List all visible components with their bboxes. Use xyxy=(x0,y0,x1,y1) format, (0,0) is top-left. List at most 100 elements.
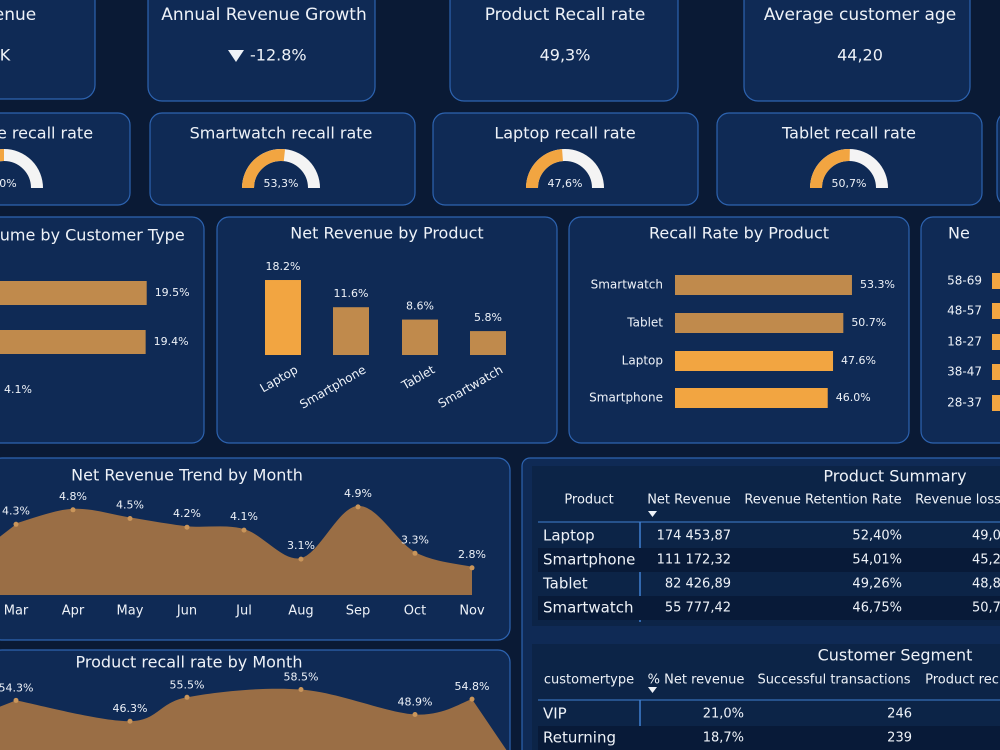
chart-card xyxy=(216,216,558,444)
kpi-value: -12.8% xyxy=(250,46,307,65)
x-tick-label: Aug xyxy=(288,604,313,619)
value-label: 54.8% xyxy=(455,680,490,693)
table-cell: 21,0% xyxy=(703,707,744,722)
gauge-title: Tablet recall rate xyxy=(781,124,916,143)
value-label: 19.5% xyxy=(155,286,190,299)
table-cell: 174 453,87 xyxy=(657,529,731,544)
table-cell: 82 426,89 xyxy=(665,577,731,592)
column-header: % Net revenue xyxy=(648,673,745,688)
chart-title: Recall Rate by Product xyxy=(649,224,829,243)
bar-cropped xyxy=(992,303,1000,319)
down-arrow xyxy=(228,50,244,62)
chart-title: Net Revenue by Product xyxy=(290,224,483,243)
chart-title: Ne xyxy=(948,224,970,243)
gauge-title: e recall rate xyxy=(0,124,93,143)
table-cell: 46,75% xyxy=(852,601,902,616)
column-header: Net Revenue xyxy=(647,493,731,508)
point xyxy=(13,697,19,703)
column-header: customertype xyxy=(544,673,634,688)
column-header: Product xyxy=(564,493,613,508)
x-tick-label: Sep xyxy=(346,604,371,619)
value-label: 55.5% xyxy=(170,678,205,691)
kpi-value: 49,3% xyxy=(540,46,591,65)
x-tick-label: Oct xyxy=(404,604,426,619)
kpi-title: Average customer age xyxy=(764,5,956,25)
x-tick-label: Mar xyxy=(4,604,29,619)
point xyxy=(412,550,418,556)
table-cell: 18,7% xyxy=(703,731,744,746)
category-label: 18-27 xyxy=(947,335,982,349)
value-label: 53.3% xyxy=(860,278,895,291)
gauge-card xyxy=(996,115,1000,203)
point xyxy=(127,516,133,521)
kpi-value: K xyxy=(0,46,11,65)
column-header: Revenue loss xyxy=(915,493,1000,508)
table-cell: 52,40% xyxy=(852,529,902,544)
kpi-card xyxy=(0,0,96,100)
bar-cropped xyxy=(992,364,1000,380)
value-label: 4.1% xyxy=(230,510,258,523)
chart-card xyxy=(920,216,1000,444)
value-label: 54.3% xyxy=(0,681,33,694)
gauge-arc xyxy=(242,149,286,189)
table-cell: Laptop xyxy=(543,527,595,545)
bar xyxy=(402,319,438,355)
x-tick-label: Nov xyxy=(459,604,485,619)
gauge-label: 0% xyxy=(0,177,17,190)
category-label: 28-37 xyxy=(947,396,982,410)
table-cell: 111 172,32 xyxy=(657,553,731,568)
point xyxy=(298,556,304,562)
chart-title: lume by Customer Type xyxy=(0,226,185,245)
bar xyxy=(0,330,146,354)
value-label: 50.7% xyxy=(851,316,886,329)
row-stripe xyxy=(538,548,1000,572)
value-label: 5.8% xyxy=(474,311,502,324)
category-label: 38-47 xyxy=(947,365,982,379)
chart-title: Net Revenue Trend by Month xyxy=(71,466,303,485)
table-cell: Returning xyxy=(543,729,616,747)
point xyxy=(355,504,361,510)
value-label: 4.8% xyxy=(59,490,87,503)
table-cell: Smartwatch xyxy=(543,599,633,617)
gauge-arc xyxy=(526,149,564,189)
chart-title: Product recall rate by Month xyxy=(76,653,303,672)
value-label: 3.1% xyxy=(287,539,315,552)
point xyxy=(184,524,190,530)
kpi-card xyxy=(743,0,971,102)
category-label: 58-69 xyxy=(947,274,982,288)
gauge-title: Laptop recall rate xyxy=(494,124,635,143)
column-header: Successful transactions xyxy=(757,673,910,688)
bar xyxy=(675,388,828,408)
column-header: Product rec xyxy=(925,673,999,688)
table-cell: 49,26% xyxy=(852,577,902,592)
table-cell: Smartphone xyxy=(543,551,635,569)
bar xyxy=(675,275,852,295)
table-cell: Tablet xyxy=(542,575,588,593)
point xyxy=(127,718,133,724)
value-label: 58.5% xyxy=(284,671,319,684)
gauge-label: 47,6% xyxy=(548,177,583,190)
table-cell: 55 777,42 xyxy=(665,601,731,616)
area-line xyxy=(15,505,473,569)
point xyxy=(13,521,19,527)
value-label: 4.1% xyxy=(4,383,32,396)
table-title: Product Summary xyxy=(823,467,966,486)
value-label: 4.5% xyxy=(116,499,144,512)
category-label: Tablet xyxy=(626,316,663,330)
table-cell: 49,0 xyxy=(972,529,1000,544)
bar xyxy=(470,331,506,355)
value-label: 46.0% xyxy=(836,391,871,404)
value-label: 2.8% xyxy=(458,548,486,561)
gauge-title: Smartwatch recall rate xyxy=(190,124,373,143)
value-label: 4.3% xyxy=(2,504,30,517)
bar-cropped xyxy=(992,395,1000,411)
value-label: 18.2% xyxy=(266,260,301,273)
table-cell: 239 xyxy=(887,731,912,746)
table-cell: 50,7 xyxy=(972,601,1000,616)
value-label: 4.2% xyxy=(173,507,201,520)
value-label: 8.6% xyxy=(406,300,434,313)
category-label: 48-57 xyxy=(947,304,982,318)
row-stripe xyxy=(538,726,1000,750)
